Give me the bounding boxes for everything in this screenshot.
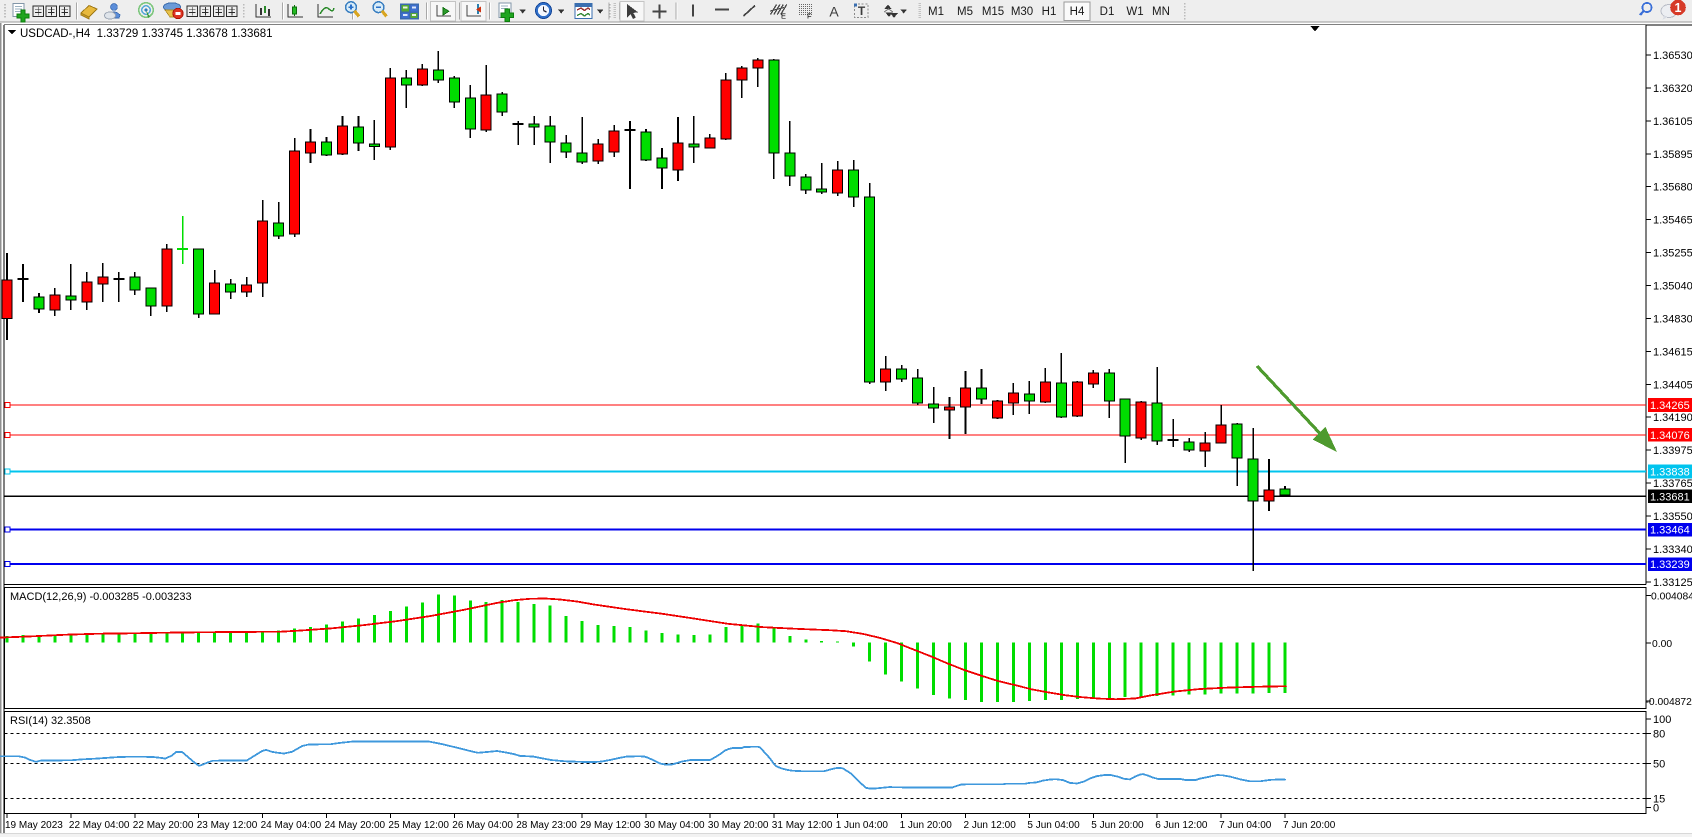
svg-text:T: T — [858, 4, 866, 18]
svg-text:1.33464: 1.33464 — [1650, 525, 1690, 537]
svg-text:30 May 20:00: 30 May 20:00 — [708, 820, 769, 831]
svg-text:1.35680: 1.35680 — [1653, 182, 1692, 194]
svg-text:M1: M1 — [928, 6, 944, 18]
svg-text:1 Jun 04:00: 1 Jun 04:00 — [836, 820, 889, 831]
svg-text:-0.004872: -0.004872 — [1646, 697, 1692, 708]
svg-text:30 May 04:00: 30 May 04:00 — [644, 820, 705, 831]
svg-text:1: 1 — [1675, 1, 1682, 15]
svg-text:5 Jun 04:00: 5 Jun 04:00 — [1027, 820, 1080, 831]
svg-text:1.33838: 1.33838 — [1650, 467, 1690, 479]
svg-text:A: A — [829, 4, 839, 20]
svg-text:28 May 23:00: 28 May 23:00 — [516, 820, 577, 831]
svg-text:D1: D1 — [1100, 6, 1115, 18]
svg-text:15: 15 — [1653, 793, 1665, 805]
svg-text:1.33239: 1.33239 — [1650, 559, 1690, 571]
svg-text:7 Jun 04:00: 7 Jun 04:00 — [1219, 820, 1272, 831]
svg-text:M5: M5 — [957, 6, 973, 18]
svg-text:MACD(12,26,9) -0.003285 -0.003: MACD(12,26,9) -0.003285 -0.003233 — [10, 591, 192, 603]
svg-text:1.33975: 1.33975 — [1653, 445, 1692, 457]
svg-text:1.36105: 1.36105 — [1653, 116, 1692, 128]
svg-text:22 May 20:00: 22 May 20:00 — [133, 820, 194, 831]
svg-text:1.33340: 1.33340 — [1653, 544, 1692, 556]
svg-text:1.33125: 1.33125 — [1653, 577, 1692, 589]
svg-text:1.36320: 1.36320 — [1653, 83, 1692, 95]
svg-text:22 May 04:00: 22 May 04:00 — [69, 820, 130, 831]
svg-text:1.34830: 1.34830 — [1653, 313, 1692, 325]
svg-text:1.34190: 1.34190 — [1653, 412, 1692, 424]
svg-text:100: 100 — [1653, 714, 1671, 726]
svg-text:1.33681: 1.33681 — [1650, 491, 1690, 503]
svg-text:7 Jun 20:00: 7 Jun 20:00 — [1283, 820, 1336, 831]
svg-text:31 May 12:00: 31 May 12:00 — [772, 820, 833, 831]
svg-text:1.34405: 1.34405 — [1653, 379, 1692, 391]
svg-text:1.36530: 1.36530 — [1653, 50, 1692, 62]
svg-text:MN: MN — [1152, 6, 1170, 18]
svg-text:1.35895: 1.35895 — [1653, 149, 1692, 161]
svg-text:1.33550: 1.33550 — [1653, 511, 1692, 523]
svg-text:80: 80 — [1653, 729, 1665, 741]
svg-text:1.35255: 1.35255 — [1653, 248, 1692, 260]
svg-text:25 May 12:00: 25 May 12:00 — [388, 820, 449, 831]
svg-text:E: E — [781, 12, 786, 21]
svg-text:50: 50 — [1653, 759, 1665, 771]
svg-text:H1: H1 — [1042, 6, 1057, 18]
svg-text:24 May 20:00: 24 May 20:00 — [325, 820, 386, 831]
svg-text:USDCAD-,H4 1.33729 1.33745 1.: USDCAD-,H4 1.33729 1.33745 1.33678 1.336… — [20, 28, 273, 40]
svg-text:M30: M30 — [1011, 6, 1033, 18]
svg-text:0.00: 0.00 — [1652, 639, 1672, 650]
svg-text:1.34265: 1.34265 — [1650, 400, 1690, 412]
svg-text:1.35040: 1.35040 — [1653, 281, 1692, 293]
svg-text:19 May 2023: 19 May 2023 — [5, 820, 63, 831]
svg-text:RSI(14) 32.3508: RSI(14) 32.3508 — [10, 715, 91, 727]
svg-text:26 May 04:00: 26 May 04:00 — [452, 820, 513, 831]
svg-text:W1: W1 — [1126, 6, 1143, 18]
svg-text:1.34615: 1.34615 — [1653, 346, 1692, 358]
svg-text:29 May 12:00: 29 May 12:00 — [580, 820, 641, 831]
svg-text:23 May 12:00: 23 May 12:00 — [197, 820, 258, 831]
svg-text:1 Jun 20:00: 1 Jun 20:00 — [900, 820, 953, 831]
svg-text:0: 0 — [1653, 803, 1659, 815]
svg-text:1.34076: 1.34076 — [1650, 430, 1690, 442]
svg-text:0.004084: 0.004084 — [1651, 591, 1692, 602]
svg-text:1.33765: 1.33765 — [1653, 478, 1692, 490]
svg-text:F: F — [807, 12, 812, 21]
svg-text:2 Jun 12:00: 2 Jun 12:00 — [964, 820, 1017, 831]
svg-text:24 May 04:00: 24 May 04:00 — [261, 820, 322, 831]
svg-text:6 Jun 12:00: 6 Jun 12:00 — [1155, 820, 1208, 831]
svg-text:M15: M15 — [982, 6, 1004, 18]
svg-text:5 Jun 20:00: 5 Jun 20:00 — [1091, 820, 1144, 831]
svg-text:1.35465: 1.35465 — [1653, 215, 1692, 227]
svg-text:H4: H4 — [1070, 6, 1085, 18]
